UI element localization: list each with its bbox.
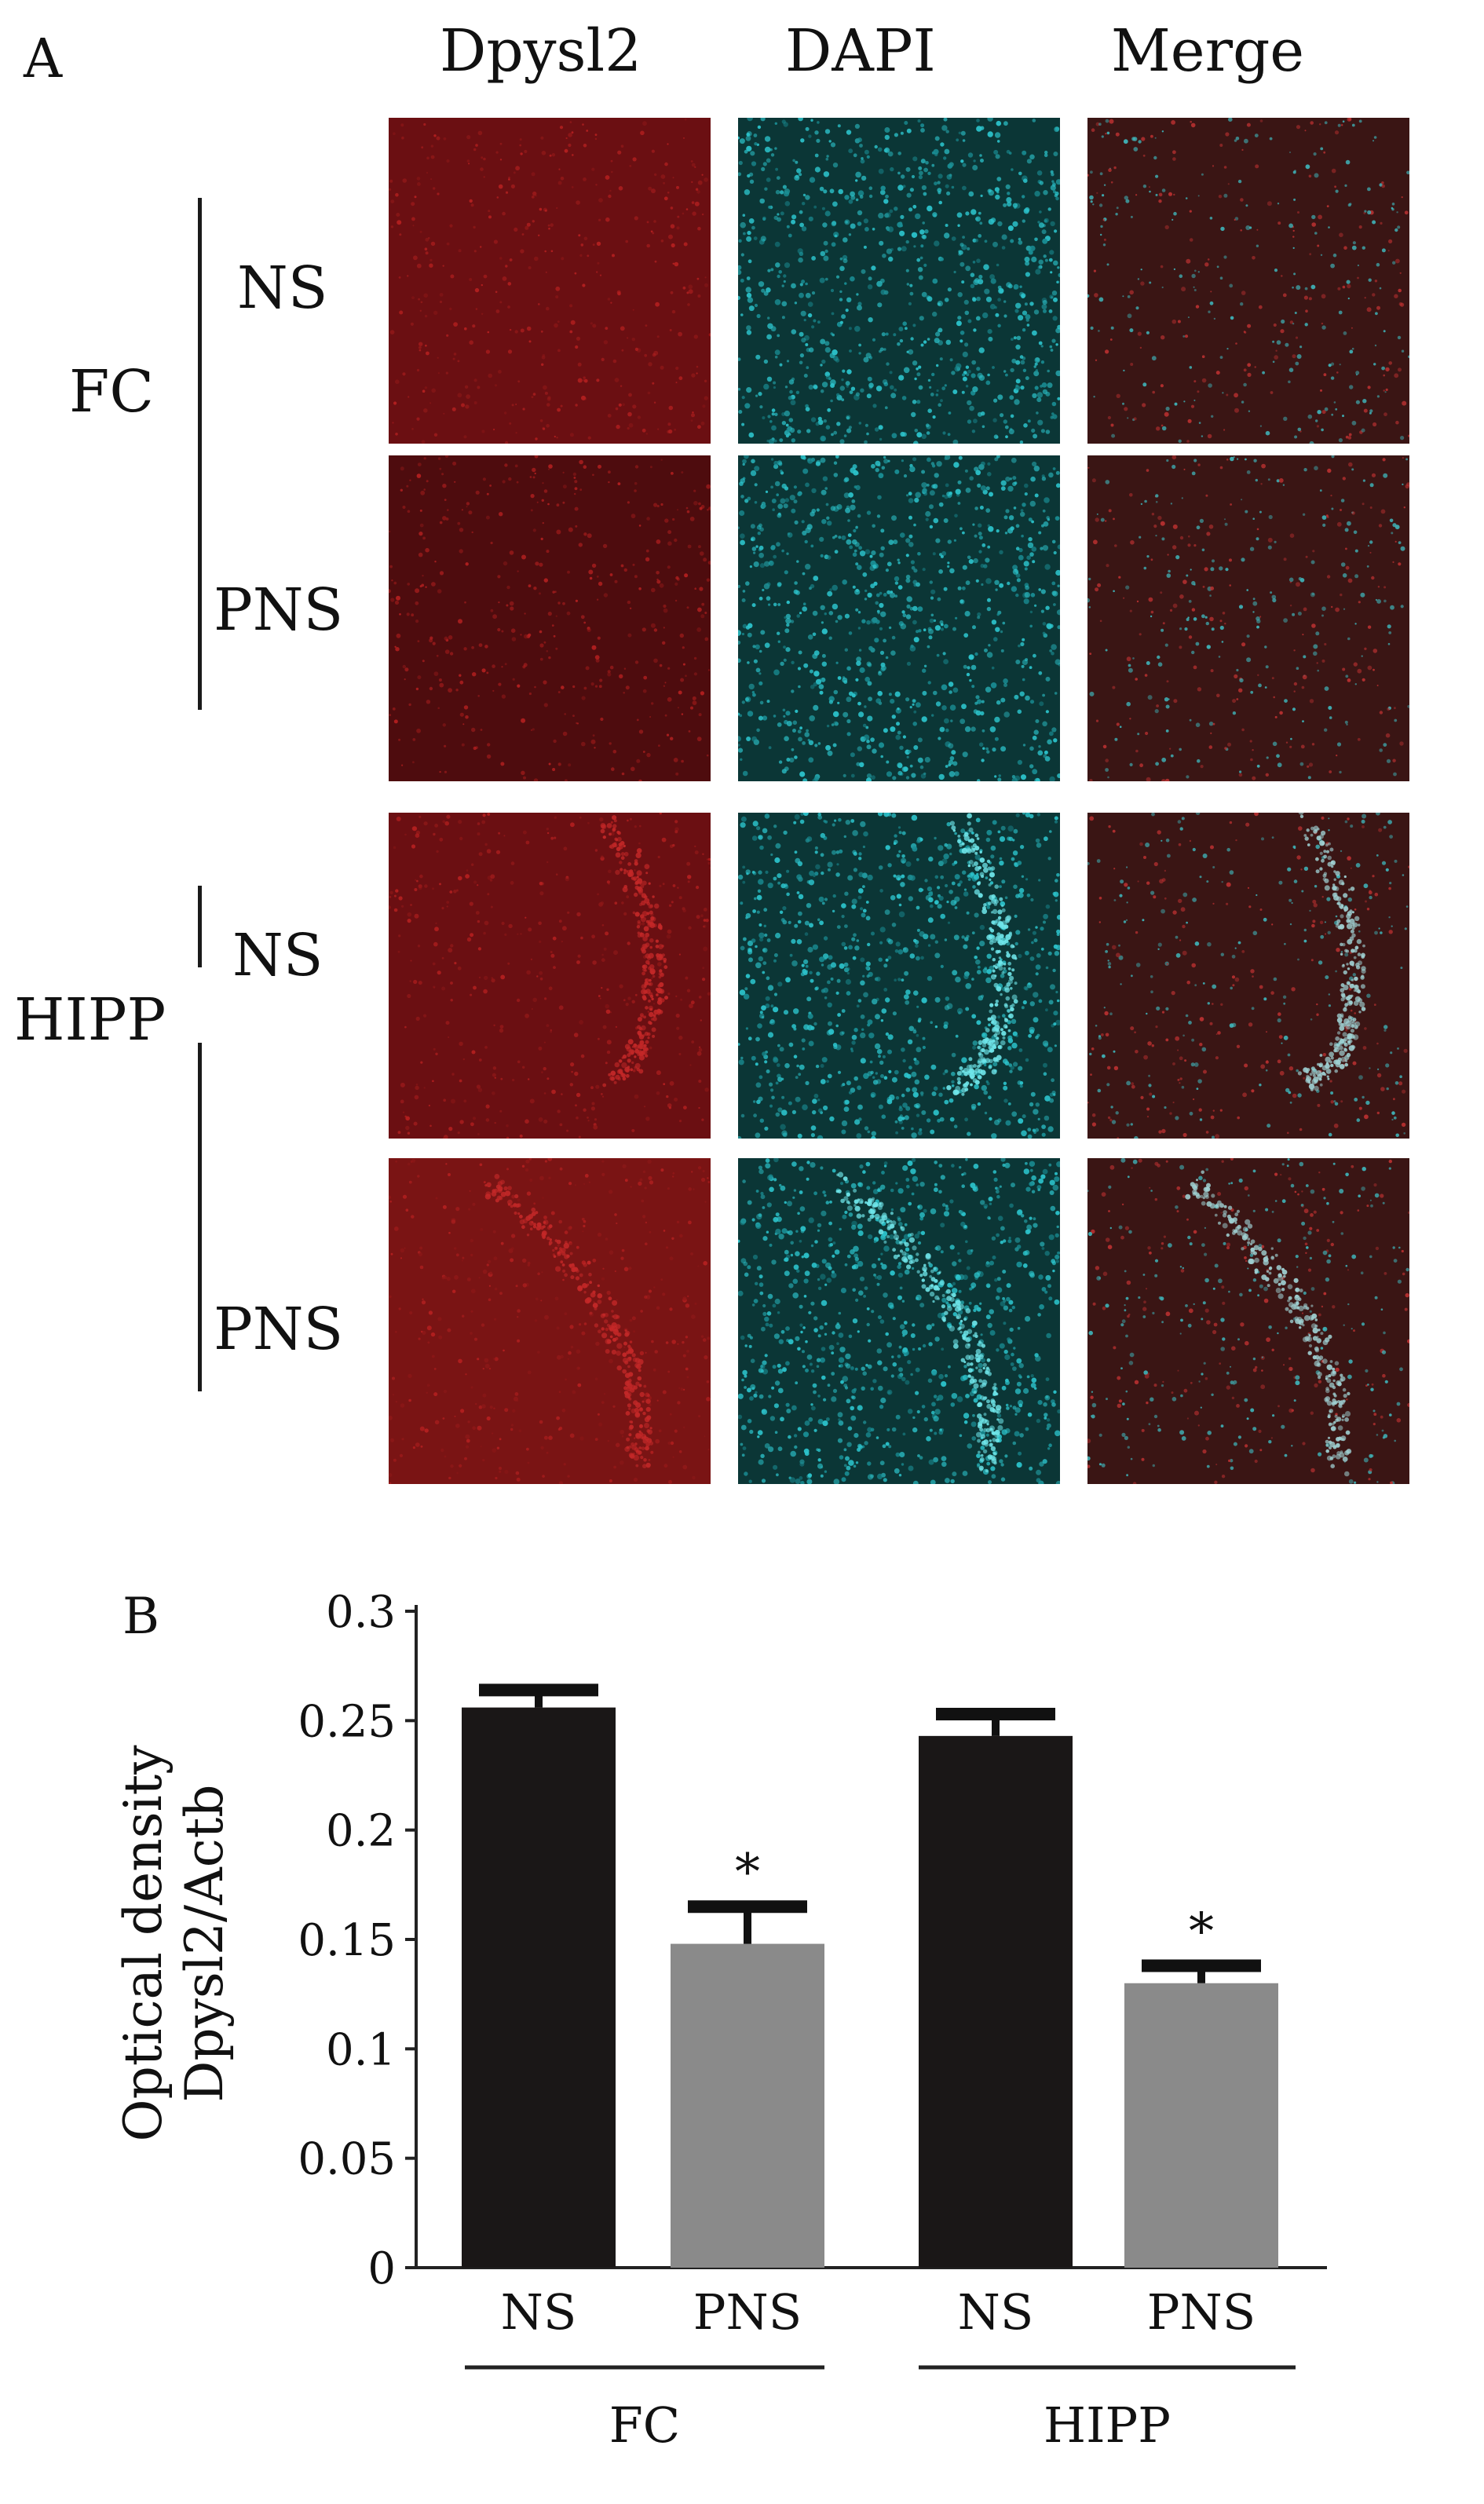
micrograph-hipp-ns-dapi bbox=[738, 813, 1060, 1139]
bar-chart: B 0 0.05 0.1 0.15 0.2 0.25 0.3 Optical density Dp… bbox=[113, 1587, 1327, 2454]
bar bbox=[1124, 1983, 1278, 2268]
micrograph-hipp-ns-merge bbox=[1087, 813, 1409, 1139]
column-header-dpysl2: Dpysl2 bbox=[440, 17, 642, 85]
micrograph-hipp-pns-dpysl2 bbox=[389, 1158, 711, 1484]
region-bracket-hipp-top bbox=[198, 886, 202, 967]
micrograph-fc-ns-dpysl2 bbox=[389, 118, 711, 444]
group-label: HIPP bbox=[1044, 2396, 1171, 2454]
micrograph-hipp-pns-merge bbox=[1087, 1158, 1409, 1484]
micrograph-hipp-pns-dapi bbox=[738, 1158, 1060, 1484]
micrograph-fc-pns-merge bbox=[1087, 455, 1409, 781]
y-axis-label-line1: Optical density bbox=[113, 1745, 174, 2142]
micrograph-fc-pns-dapi bbox=[738, 455, 1060, 781]
y-axis-label-line2: Dpysl2/Actb bbox=[174, 1784, 235, 2102]
region-label-hipp: HIPP bbox=[14, 986, 166, 1054]
micrograph-fc-ns-merge bbox=[1087, 118, 1409, 444]
y-tick-label: 0.05 bbox=[298, 2134, 396, 2185]
row-label-hipp-ns: NS bbox=[232, 922, 323, 989]
y-tick-label: 0.25 bbox=[298, 1696, 396, 1747]
y-tick-label: 0.1 bbox=[326, 2024, 396, 2075]
column-header-dapi: DAPI bbox=[785, 17, 936, 85]
micrograph-fc-ns-dapi bbox=[738, 118, 1060, 444]
column-header-merge: Merge bbox=[1111, 17, 1305, 85]
micrograph-hipp-ns-dpysl2 bbox=[389, 813, 711, 1139]
bar bbox=[671, 1943, 824, 2268]
panel-a-letter: A bbox=[24, 28, 63, 90]
bar bbox=[462, 1707, 616, 2268]
row-label-hipp-pns: PNS bbox=[214, 1296, 344, 1363]
x-tick-label: NS bbox=[501, 2283, 577, 2341]
micrograph-fc-pns-dpysl2 bbox=[389, 455, 711, 781]
y-tick-label: 0.2 bbox=[326, 1806, 396, 1857]
region-bracket-hipp-bottom bbox=[198, 1043, 202, 1391]
y-tick-label: 0 bbox=[367, 2243, 396, 2294]
y-tick-label: 0.15 bbox=[298, 1915, 396, 1966]
group-label: FC bbox=[609, 2396, 680, 2454]
x-tick-label: PNS bbox=[693, 2283, 802, 2341]
row-label-fc-ns: NS bbox=[237, 254, 328, 322]
row-label-fc-pns: PNS bbox=[214, 576, 344, 644]
y-tick-label: 0.3 bbox=[326, 1587, 396, 1638]
significance-marker: * bbox=[735, 1844, 760, 1902]
panel-b-letter: B bbox=[122, 1588, 159, 1646]
x-tick-label: PNS bbox=[1147, 2283, 1256, 2341]
bar bbox=[919, 1735, 1073, 2268]
significance-marker: * bbox=[1189, 1903, 1214, 1961]
x-tick-label: NS bbox=[958, 2283, 1034, 2341]
region-bracket-fc bbox=[198, 198, 202, 710]
region-label-fc: FC bbox=[69, 358, 154, 426]
